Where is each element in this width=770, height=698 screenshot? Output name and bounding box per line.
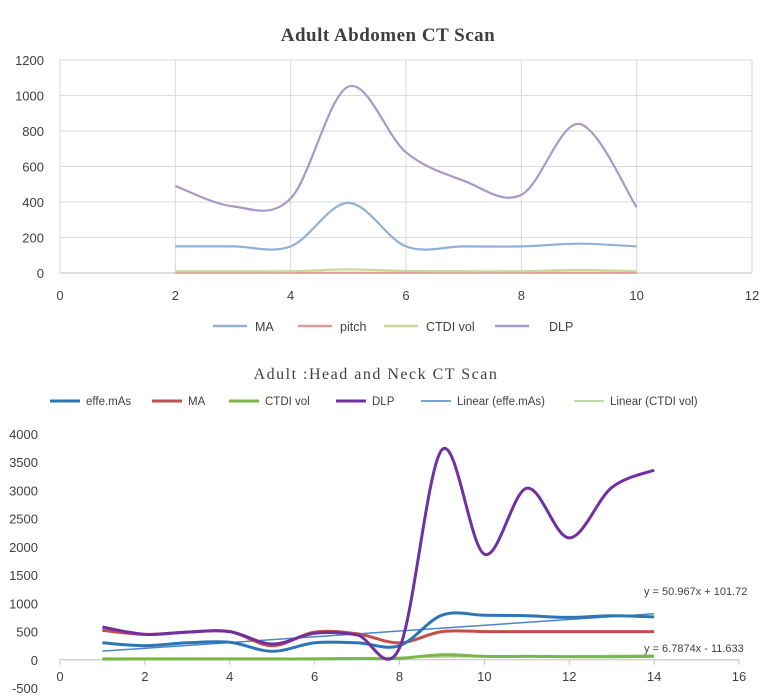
- x-tick-label: 12: [745, 288, 759, 303]
- y-tick-label: 1500: [9, 568, 38, 583]
- head-neck-chart: Adult :Head and Neck CT Scan -5000500100…: [9, 366, 747, 696]
- x-tick-label: 2: [172, 288, 179, 303]
- series-line-ctdi-vol: [102, 653, 655, 661]
- y-tick-label: 500: [16, 625, 38, 640]
- y-tick-label: 4000: [9, 427, 38, 442]
- y-tick-label: 1000: [15, 89, 44, 104]
- legend-label: effe.mAs: [86, 396, 131, 408]
- y-tick-label: 1000: [9, 596, 38, 611]
- abdomen-chart: Adult Abdomen CT Scan 0 200 400 600 800 1000 1…: [15, 25, 759, 334]
- x-tick-label: 10: [477, 669, 491, 684]
- legend-label: CTDI vol: [426, 320, 475, 334]
- x-tick-label: 4: [287, 288, 294, 303]
- series-lines: [102, 446, 655, 661]
- y-tick-label: 0: [37, 266, 44, 281]
- x-tick-label: 8: [396, 669, 403, 684]
- trendline-equation: y = 50.967x + 101.72: [644, 586, 747, 598]
- y-tick-label: 3000: [9, 483, 38, 498]
- legend-label: Linear (CTDI vol): [610, 396, 698, 408]
- y-tick-label: 400: [22, 195, 44, 210]
- x-tick-label: 12: [562, 669, 576, 684]
- trendline-equation: y = 6.7874x - 11.633: [644, 643, 744, 655]
- legend-label: CTDI vol: [265, 396, 310, 408]
- chart-title: Adult Abdomen CT Scan: [281, 25, 495, 46]
- legend-label: Linear (effe.mAs): [457, 396, 545, 408]
- series-line-ctdi-vol: [175, 268, 637, 273]
- x-tick-label: 16: [732, 669, 746, 684]
- x-tick-label: 10: [629, 288, 643, 303]
- axes: 0 200 400 600 800 1000 1200 0 2 4 6 8 10 12: [15, 53, 759, 303]
- chart-title: Adult :Head and Neck CT Scan: [254, 366, 499, 383]
- legend: effe.mAs MA CTDI vol DLP Linear (effe.mAs) Li…: [50, 396, 698, 408]
- trendline-effe-mas: [102, 613, 655, 652]
- series-line-dlp: [102, 446, 655, 661]
- series-line-effe-mas: [102, 611, 655, 653]
- x-tick-label: 0: [56, 669, 63, 684]
- y-tick-label: 600: [22, 160, 44, 175]
- x-tick-label: 6: [402, 288, 409, 303]
- y-tick-label: 800: [22, 124, 44, 139]
- x-tick-label: 6: [311, 669, 318, 684]
- legend-label: DLP: [372, 396, 395, 408]
- x-tick-label: 4: [226, 669, 233, 684]
- y-tick-label: 0: [31, 653, 38, 668]
- y-tick-label: 3500: [9, 455, 38, 470]
- series-line-dlp: [174, 84, 638, 212]
- legend: MA pitch CTDI vol DLP: [213, 320, 573, 334]
- legend-label: DLP: [549, 320, 573, 334]
- y-tick-label: -500: [12, 681, 38, 696]
- legend-label: MA: [255, 320, 274, 334]
- series-line-ma: [175, 201, 637, 251]
- legend-label: pitch: [340, 320, 366, 334]
- y-tick-label: 1200: [15, 53, 44, 68]
- x-tick-label: 0: [56, 288, 63, 303]
- trendline-equations: y = 50.967x + 101.72 y = 6.7874x - 11.633: [644, 586, 747, 655]
- gridlines: [59, 59, 753, 274]
- y-tick-label: 2000: [9, 540, 38, 555]
- x-tick-label: 8: [518, 288, 525, 303]
- y-tick-label: 2500: [9, 512, 38, 527]
- x-tick-label: 2: [141, 669, 148, 684]
- legend-label: MA: [188, 396, 206, 408]
- series-lines: [174, 84, 638, 274]
- y-tick-label: 200: [22, 231, 44, 246]
- x-tick-label: 14: [647, 669, 661, 684]
